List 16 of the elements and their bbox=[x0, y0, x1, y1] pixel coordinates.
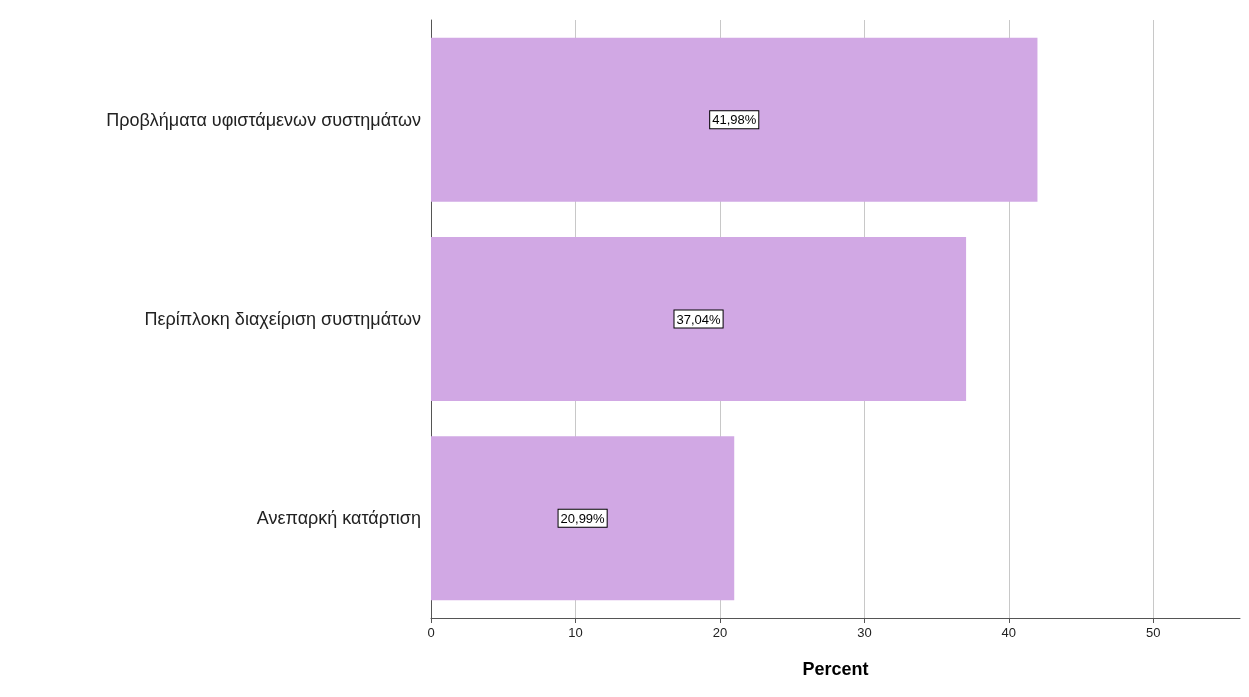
y-tick-label: Περίπλοκη διαχείριση συστημάτων bbox=[144, 309, 421, 329]
data-label: 20,99% bbox=[560, 510, 606, 526]
bar bbox=[431, 37, 1038, 202]
x-tick-label: 50 bbox=[1146, 625, 1161, 640]
x-tick-label: 20 bbox=[712, 625, 728, 640]
bar bbox=[431, 237, 967, 401]
x-tick-label: 30 bbox=[857, 625, 872, 640]
y-tick-label: Ανεπαρκή κατάρτιση bbox=[256, 508, 421, 529]
data-label: 37,04% bbox=[676, 311, 722, 327]
x-tick-label: 40 bbox=[1001, 625, 1017, 640]
y-tick-label: Προβλήματα υφιστάμενων συστημάτων bbox=[106, 109, 421, 130]
x-tick-label: 10 bbox=[568, 625, 583, 640]
x-tick-label: 0 bbox=[427, 625, 435, 640]
bar bbox=[431, 436, 735, 601]
data-label: 41,98% bbox=[712, 112, 757, 128]
x-axis-title: Percent bbox=[802, 659, 869, 679]
